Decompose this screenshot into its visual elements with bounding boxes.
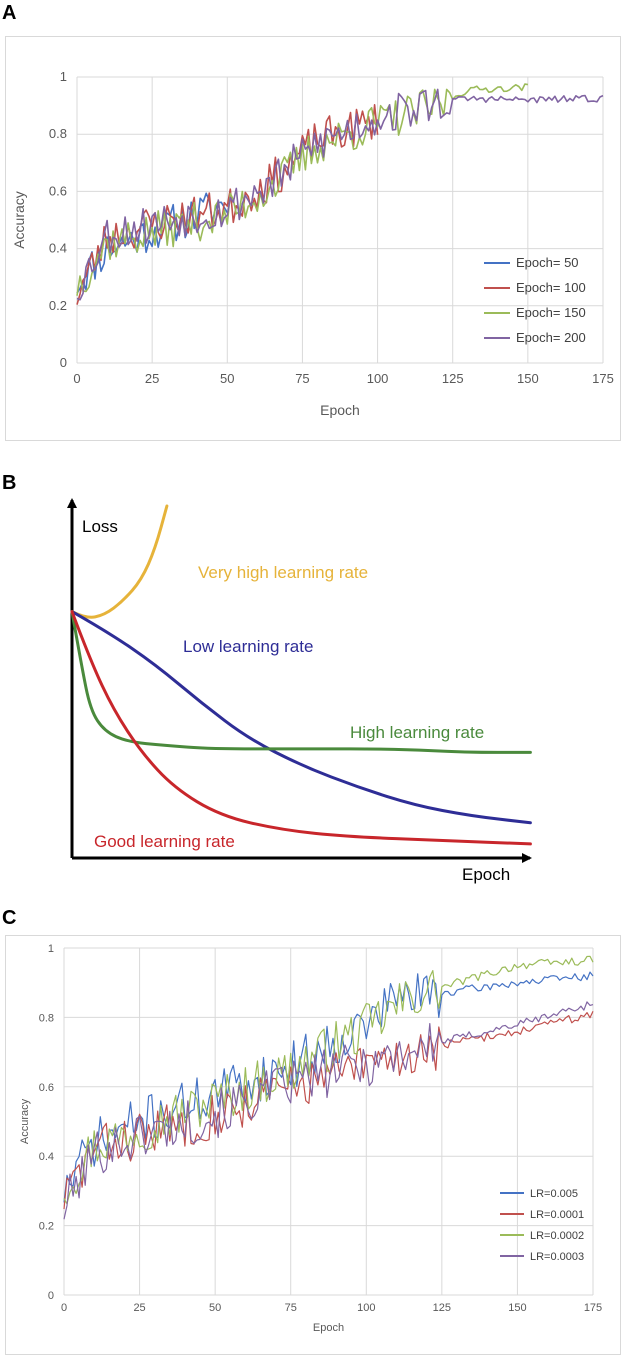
- x-tick-label: 100: [367, 371, 389, 386]
- x-tick-label: 0: [61, 1302, 67, 1314]
- legend-label-1: LR=0.005: [530, 1188, 578, 1200]
- y-tick-label: 0.2: [39, 1221, 54, 1233]
- y-axis-title: Accuracy: [19, 1098, 31, 1144]
- x-tick-label: 75: [285, 1302, 297, 1314]
- legend-label-3: LR=0.0002: [530, 1230, 584, 1242]
- series-line-4: [63, 1001, 594, 1220]
- legend-label-4: Epoch= 200: [516, 330, 586, 345]
- curve-label-4: Good learning rate: [94, 832, 235, 851]
- x-tick-label: 0: [73, 371, 80, 386]
- panel-label-b: B: [2, 472, 17, 494]
- y-axis-title: Accuracy: [11, 191, 27, 249]
- curve-3: [70, 610, 532, 754]
- legend-label-2: Epoch= 100: [516, 280, 586, 295]
- x-tick-label: 125: [433, 1302, 451, 1314]
- legend-label-1: Epoch= 50: [516, 255, 579, 270]
- curve-label-2: Low learning rate: [183, 637, 313, 656]
- curve-4: [70, 610, 532, 846]
- curve-2: [70, 610, 532, 825]
- chart-a: 0 25 50 75 100 125 150 175 0 0.2 0.4 0.6 0.8 1 Epoch Ac…: [11, 69, 614, 418]
- curve-label-3: High learning rate: [350, 723, 484, 742]
- y-tick-label: 0.8: [49, 126, 67, 141]
- curve-label-1: Very high learning rate: [198, 563, 368, 582]
- legend-label-3: Epoch= 150: [516, 305, 586, 320]
- y-tick-label: 1: [48, 943, 54, 955]
- y-axis-title: Loss: [82, 517, 118, 536]
- panel-label-a: A: [2, 2, 17, 24]
- series-line-1: [63, 971, 594, 1203]
- x-tick-label: 50: [220, 371, 234, 386]
- series-line-1: [76, 192, 228, 294]
- x-tick-label: 150: [508, 1302, 526, 1314]
- chart-b: Loss Epoch Very high learning rate Low lear…: [67, 498, 532, 884]
- x-tick-label: 25: [133, 1302, 145, 1314]
- curve-1: [70, 504, 169, 619]
- legend-label-2: LR=0.0001: [530, 1209, 584, 1221]
- y-tick-label: 0.2: [49, 298, 67, 313]
- x-tick-label: 150: [517, 371, 539, 386]
- y-tick-label: 0.6: [49, 183, 67, 198]
- y-tick-label: 0.4: [39, 1151, 54, 1163]
- x-tick-label: 125: [442, 371, 464, 386]
- y-tick-label: 0.8: [39, 1012, 54, 1024]
- series-line-2: [63, 1010, 594, 1210]
- y-tick-label: 0.6: [39, 1082, 54, 1094]
- y-tick-label: 0: [48, 1290, 54, 1302]
- y-tick-label: 1: [60, 69, 67, 84]
- x-tick-label: 25: [145, 371, 159, 386]
- x-tick-label: 75: [295, 371, 309, 386]
- x-tick-label: 50: [209, 1302, 221, 1314]
- legend-label-4: LR=0.0003: [530, 1251, 584, 1263]
- x-axis-title: Epoch: [462, 865, 510, 884]
- y-tick-label: 0: [60, 355, 67, 370]
- x-tick-label: 175: [584, 1302, 602, 1314]
- x-tick-label: 175: [592, 371, 614, 386]
- series-line-4: [76, 88, 604, 301]
- x-axis-title: Epoch: [313, 1322, 344, 1334]
- series-line-3: [63, 955, 594, 1205]
- x-tick-label: 100: [357, 1302, 375, 1314]
- x-axis-title: Epoch: [320, 402, 360, 418]
- y-tick-label: 0.4: [49, 241, 67, 256]
- panel-label-c: C: [2, 907, 17, 929]
